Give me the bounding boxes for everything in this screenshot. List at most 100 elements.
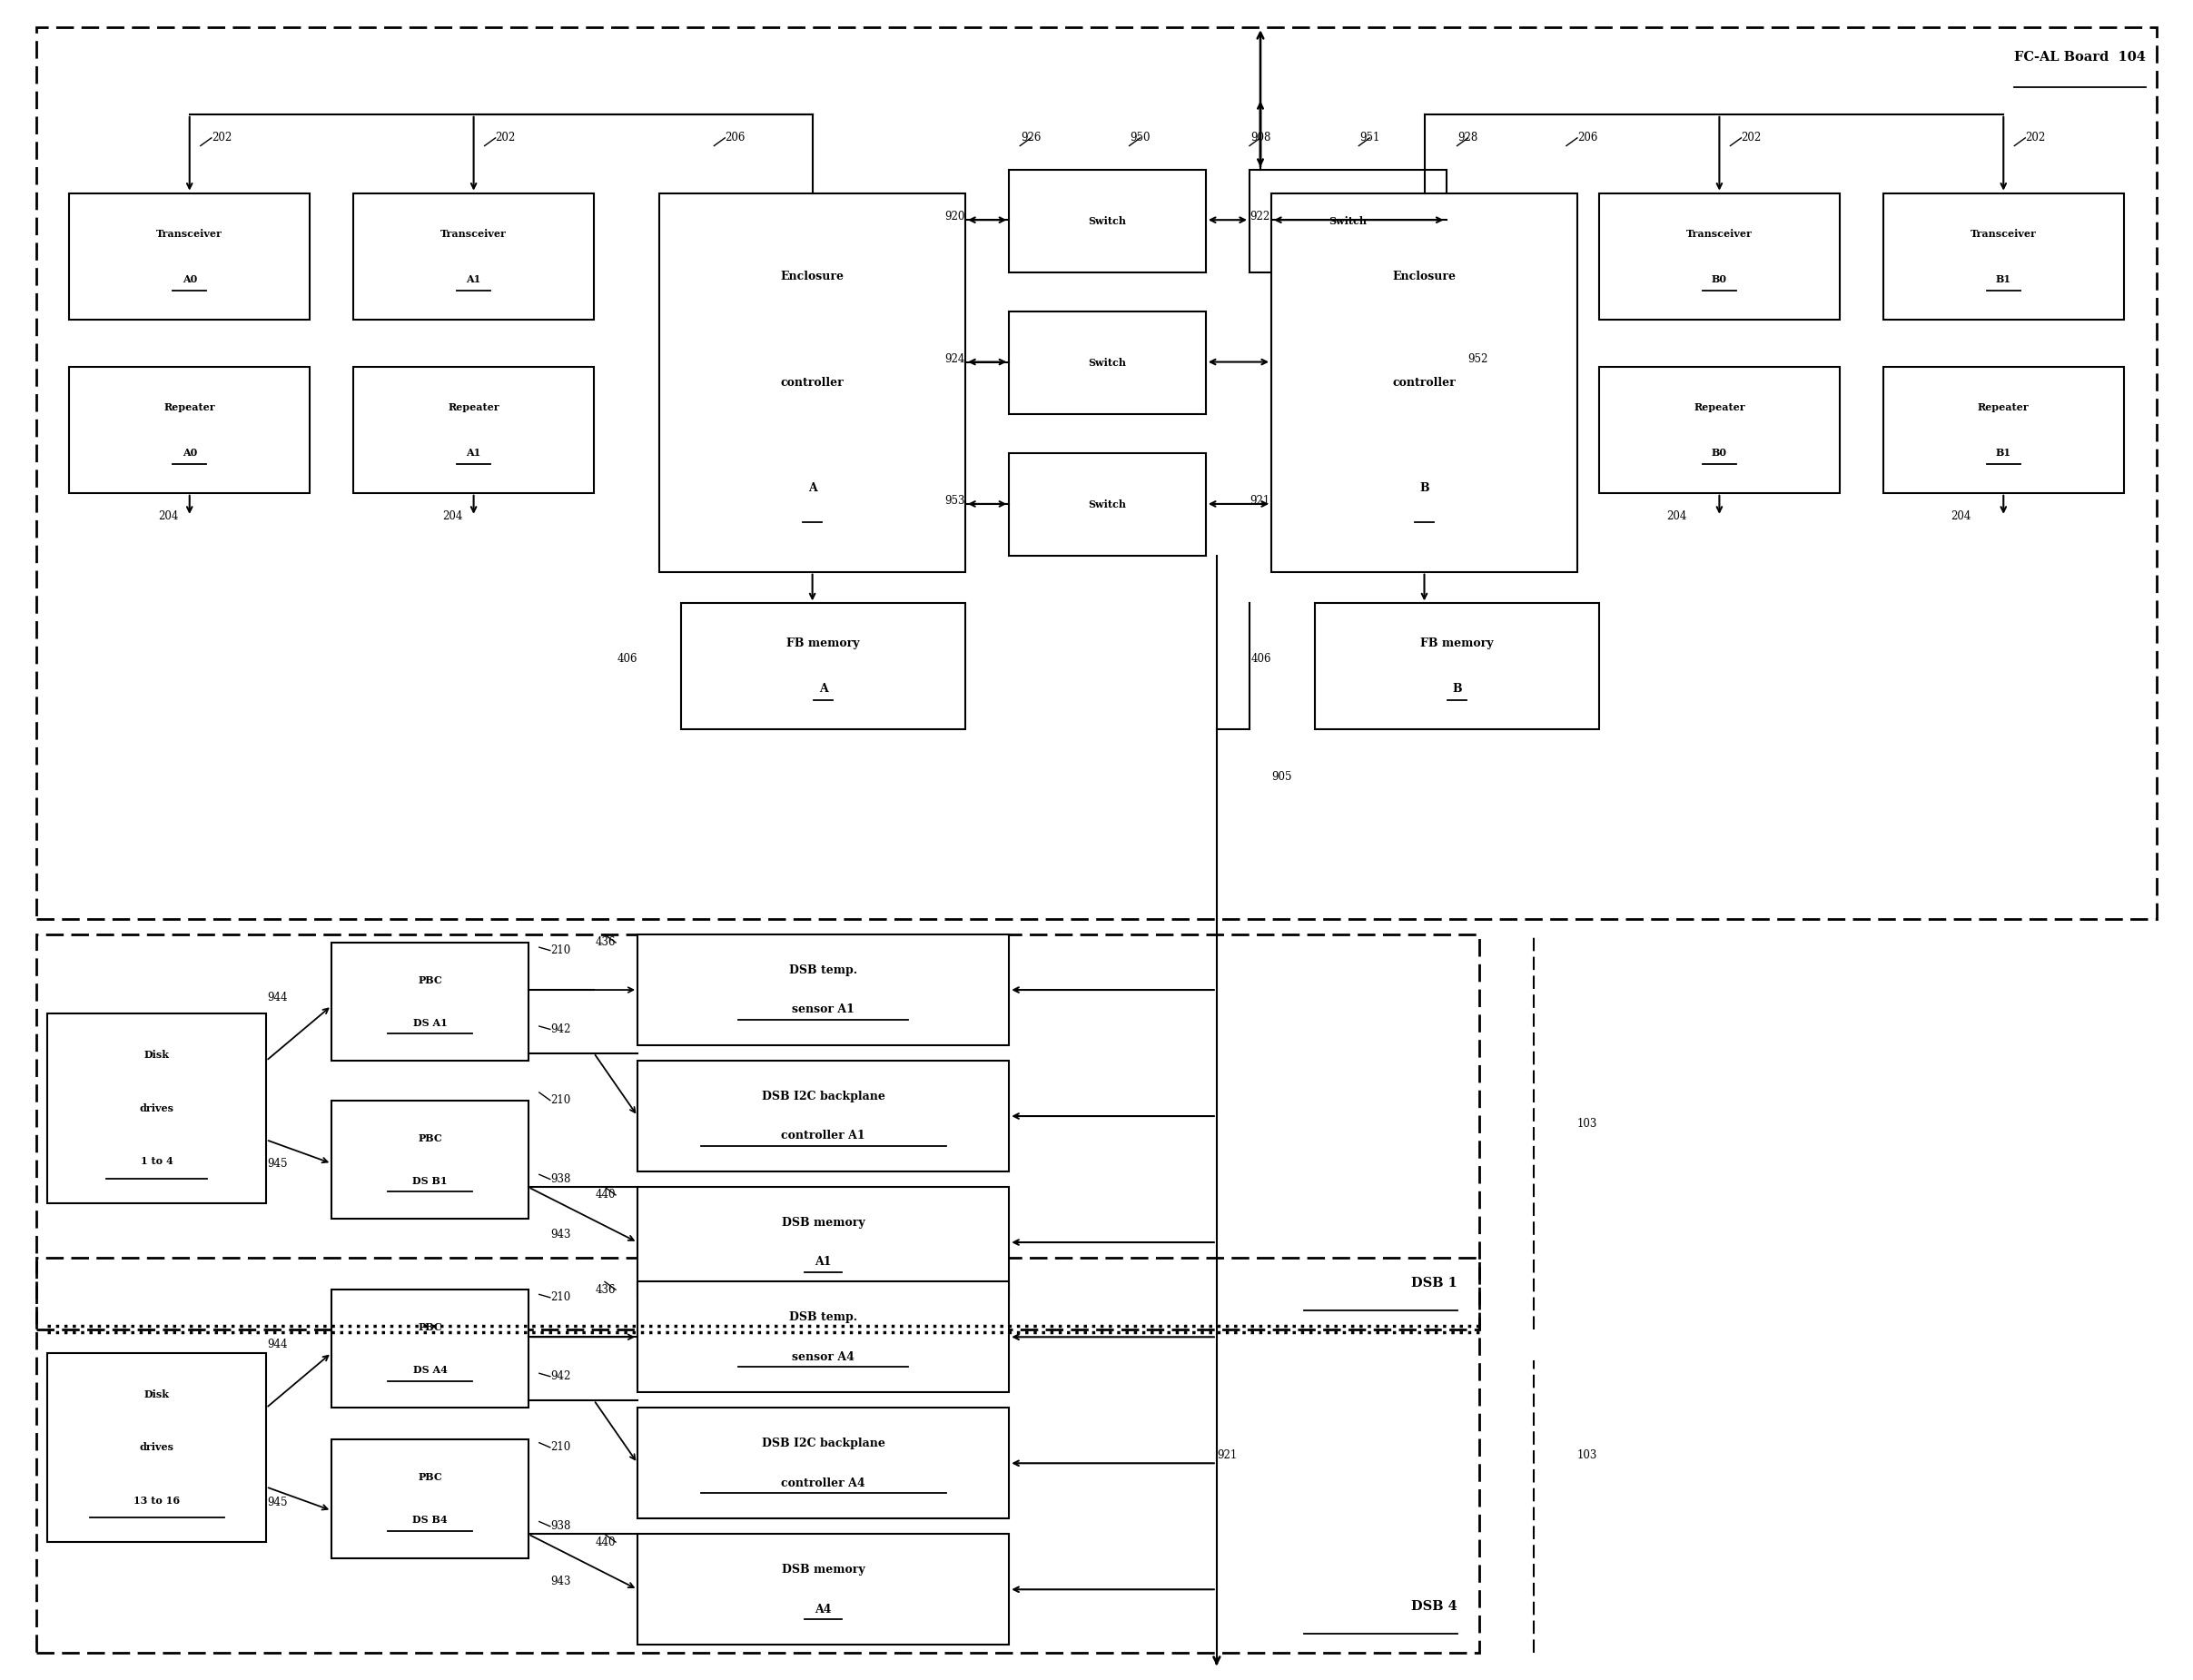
Text: Repeater: Repeater — [447, 402, 500, 412]
Text: sensor A4: sensor A4 — [792, 1351, 855, 1362]
Text: controller A4: controller A4 — [781, 1477, 866, 1488]
Text: 204: 204 — [158, 511, 178, 522]
Text: PBC: PBC — [419, 976, 443, 986]
Text: 943: 943 — [550, 1576, 570, 1588]
Text: 922: 922 — [1250, 212, 1270, 223]
Text: 945: 945 — [268, 1497, 287, 1509]
Text: 436: 436 — [594, 1284, 616, 1295]
Text: 103: 103 — [1577, 1119, 1599, 1131]
Text: B0: B0 — [1711, 447, 1728, 457]
Text: A0: A0 — [182, 274, 197, 284]
Text: B: B — [1419, 482, 1430, 494]
Text: 440: 440 — [594, 1189, 616, 1201]
Text: 926: 926 — [1020, 133, 1042, 144]
Bar — [48, 1352, 265, 1542]
Text: 202: 202 — [211, 133, 232, 144]
Text: 210: 210 — [550, 1292, 570, 1304]
Bar — [1316, 603, 1599, 729]
Bar — [353, 366, 594, 492]
Text: 406: 406 — [1250, 652, 1272, 665]
Text: 905: 905 — [1272, 771, 1292, 783]
Bar — [1009, 170, 1206, 272]
Text: FB memory: FB memory — [787, 638, 860, 650]
Text: DSB temp.: DSB temp. — [789, 1310, 857, 1324]
Text: A1: A1 — [467, 274, 480, 284]
Text: Switch: Switch — [1088, 215, 1127, 225]
Text: PBC: PBC — [419, 1472, 443, 1482]
Text: DSB 4: DSB 4 — [1410, 1601, 1456, 1613]
Text: Repeater: Repeater — [1693, 402, 1746, 412]
Bar — [638, 934, 1009, 1045]
Bar — [682, 603, 965, 729]
Text: A: A — [807, 482, 816, 494]
Text: 928: 928 — [1458, 133, 1478, 144]
Text: 202: 202 — [2026, 133, 2046, 144]
Bar — [1250, 170, 1445, 272]
Text: B: B — [1452, 684, 1463, 696]
Text: 952: 952 — [1467, 353, 1489, 365]
Text: 938: 938 — [550, 1520, 570, 1532]
Text: Repeater: Repeater — [1978, 402, 2029, 412]
Text: 103: 103 — [1577, 1450, 1599, 1462]
Bar — [353, 193, 594, 319]
Text: A1: A1 — [467, 447, 480, 457]
Text: Transceiver: Transceiver — [156, 228, 224, 239]
Text: Disk: Disk — [145, 1050, 169, 1060]
Text: Enclosure: Enclosure — [1393, 270, 1456, 282]
Text: 1 to 4: 1 to 4 — [140, 1156, 173, 1166]
Text: 13 to 16: 13 to 16 — [134, 1495, 180, 1505]
Text: 406: 406 — [616, 652, 638, 665]
Text: 440: 440 — [594, 1536, 616, 1547]
Text: A4: A4 — [816, 1603, 831, 1614]
Bar — [37, 1258, 1478, 1653]
Text: drives: drives — [140, 1104, 173, 1114]
Bar — [331, 942, 529, 1060]
Text: 206: 206 — [726, 133, 746, 144]
Text: Transceiver: Transceiver — [1969, 228, 2037, 239]
Text: 924: 924 — [945, 353, 965, 365]
Text: 942: 942 — [550, 1371, 570, 1383]
Text: DSB 1: DSB 1 — [1410, 1277, 1456, 1290]
Text: 202: 202 — [496, 133, 515, 144]
Bar — [1599, 366, 1840, 492]
Text: Transceiver: Transceiver — [1686, 228, 1752, 239]
Bar — [638, 1188, 1009, 1297]
Text: Switch: Switch — [1329, 215, 1366, 225]
Text: Switch: Switch — [1088, 358, 1127, 368]
Text: 920: 920 — [945, 212, 965, 223]
Text: 204: 204 — [1950, 511, 1972, 522]
Text: A0: A0 — [182, 447, 197, 457]
Bar — [1009, 454, 1206, 556]
Text: 204: 204 — [443, 511, 463, 522]
Text: B1: B1 — [1996, 274, 2011, 284]
Text: FC-AL Board  104: FC-AL Board 104 — [2013, 50, 2145, 64]
Text: DSB memory: DSB memory — [781, 1216, 864, 1228]
Text: 204: 204 — [1667, 511, 1686, 522]
Bar — [70, 366, 309, 492]
Text: 921: 921 — [1217, 1450, 1237, 1462]
Text: Switch: Switch — [1088, 499, 1127, 509]
Bar — [1884, 193, 2123, 319]
Text: DS B4: DS B4 — [412, 1515, 447, 1525]
Bar — [638, 1060, 1009, 1171]
Text: 921: 921 — [1250, 496, 1270, 507]
Text: PBC: PBC — [419, 1322, 443, 1332]
Text: sensor A1: sensor A1 — [792, 1005, 855, 1016]
Bar — [37, 934, 1478, 1329]
Text: 944: 944 — [268, 1339, 287, 1351]
Bar — [638, 1408, 1009, 1519]
Text: A: A — [818, 684, 827, 696]
Bar — [331, 1100, 529, 1218]
Text: 210: 210 — [550, 1441, 570, 1453]
Text: B1: B1 — [1996, 447, 2011, 457]
Text: controller: controller — [781, 376, 844, 388]
Bar — [638, 1534, 1009, 1645]
Bar — [331, 1290, 529, 1408]
Text: FB memory: FB memory — [1421, 638, 1493, 650]
Text: Disk: Disk — [145, 1389, 169, 1399]
Text: A1: A1 — [816, 1257, 831, 1268]
Text: 908: 908 — [1250, 133, 1270, 144]
Text: 436: 436 — [594, 937, 616, 949]
Text: 943: 943 — [550, 1228, 570, 1240]
Text: drives: drives — [140, 1443, 173, 1453]
